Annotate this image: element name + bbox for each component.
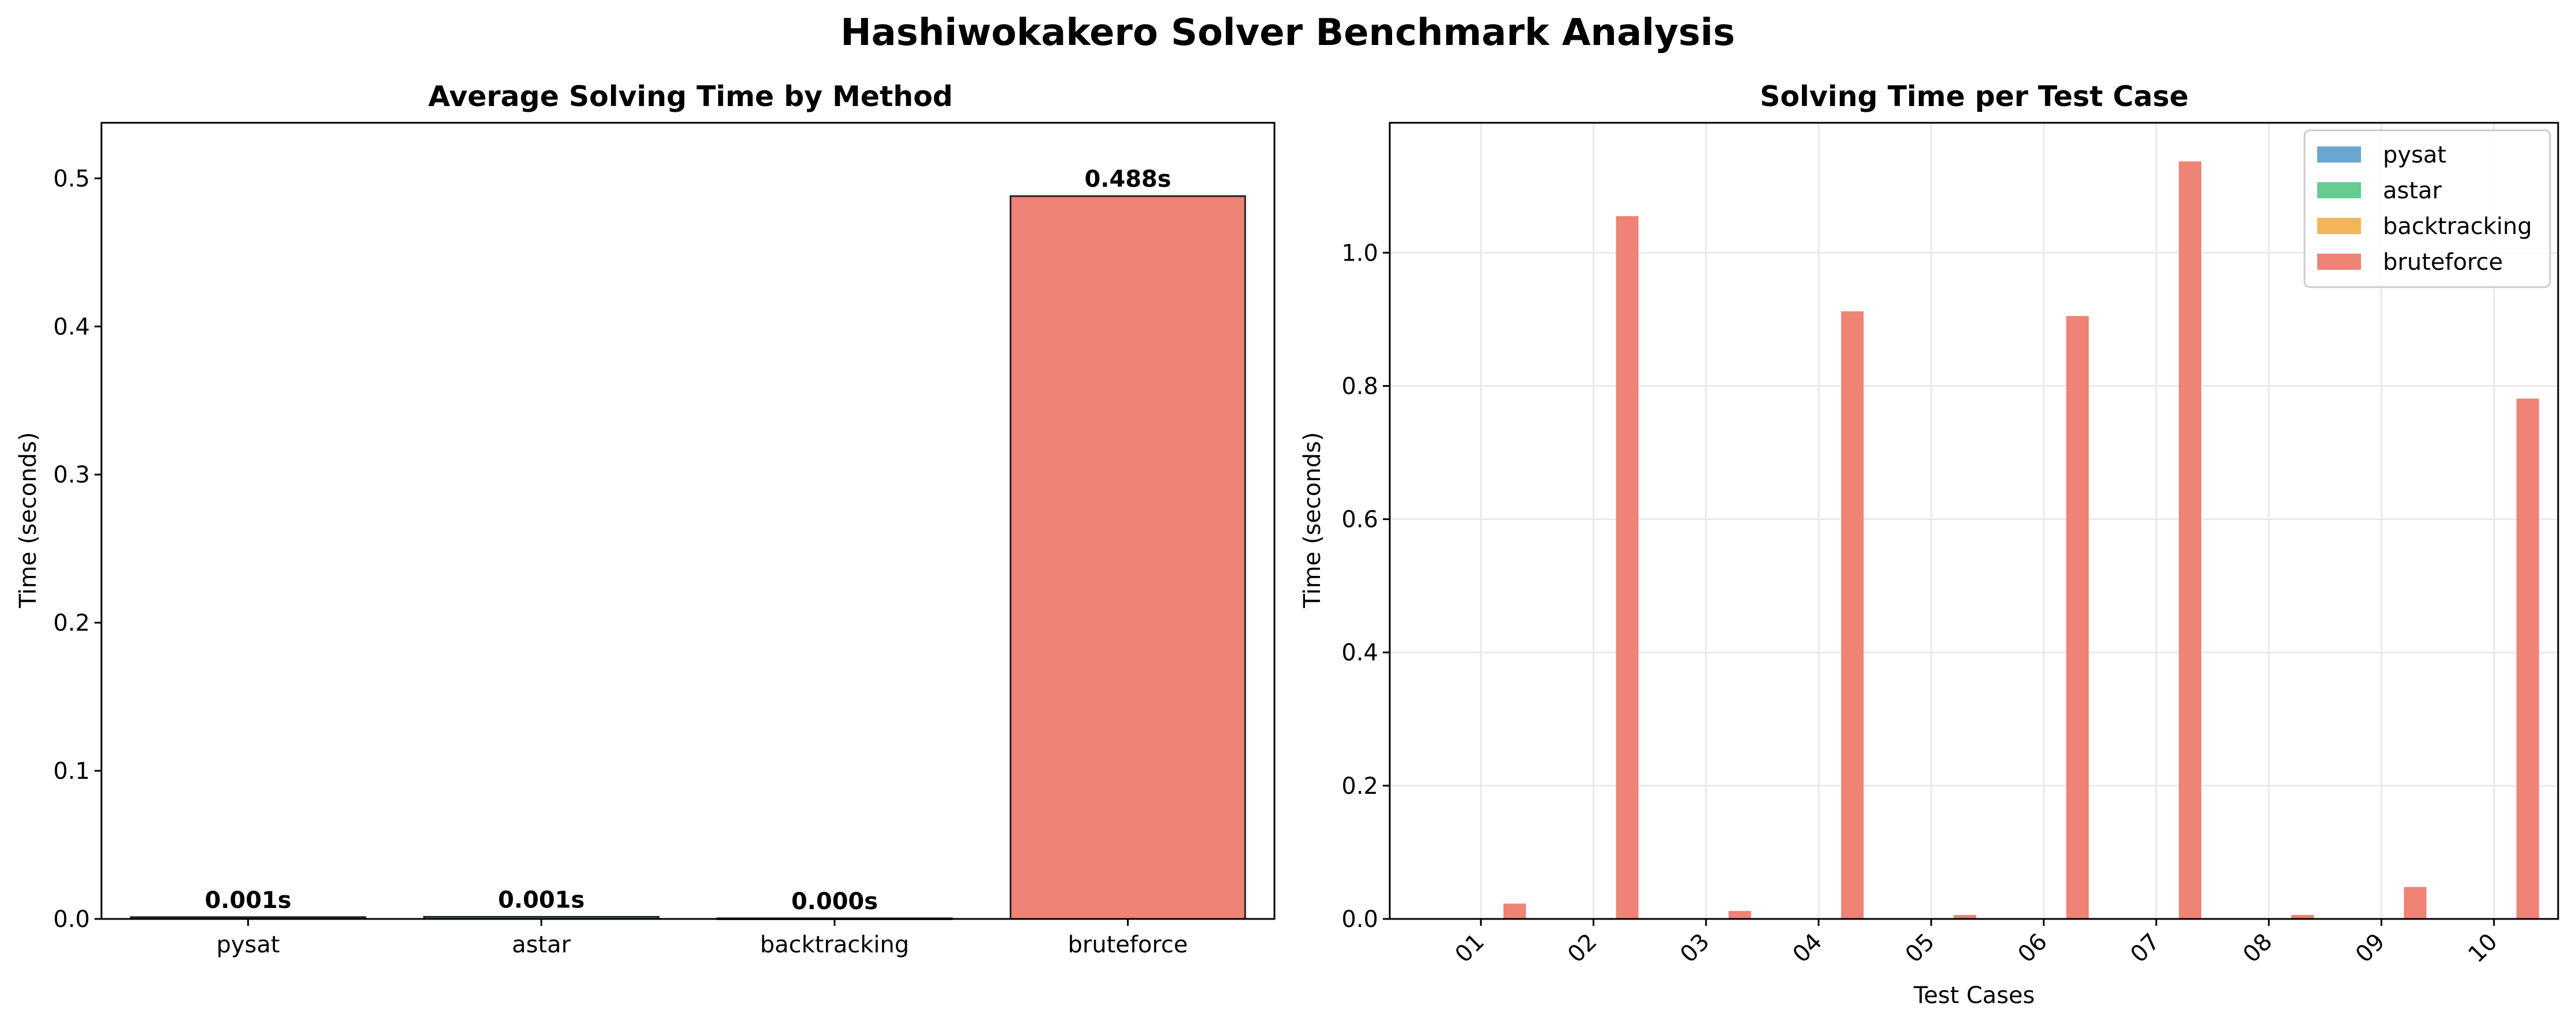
- legend-swatch-backtracking: [2317, 218, 2361, 234]
- chart2-ytick-label: 0.8: [1341, 373, 1378, 400]
- chart1-xtick-label-bruteforce: bruteforce: [1068, 932, 1188, 958]
- chart2-title: Solving Time per Test Case: [1760, 80, 2189, 113]
- bar-bruteforce-01: [1503, 903, 1526, 919]
- legend-label-backtracking: backtracking: [2383, 213, 2532, 240]
- chart2-ytick-label: 0.0: [1341, 906, 1378, 933]
- chart1-ytick-label: 0.5: [53, 165, 90, 192]
- bar-bruteforce-06: [2066, 316, 2089, 919]
- chart1-ytick-label: 0.1: [53, 758, 90, 785]
- legend-swatch-bruteforce: [2317, 254, 2361, 270]
- chart2-plot-frame: [1389, 122, 2559, 920]
- chart2-bars: [1436, 161, 2539, 920]
- chart1-title: Average Solving Time by Method: [428, 80, 953, 113]
- chart1-data-labels: 0.001s 0.001s 0.000s 0.488s: [205, 166, 1171, 915]
- legend-swatch-pysat: [2317, 146, 2361, 163]
- average-time-chart: Average Solving Time by Method Time (sec…: [15, 80, 1276, 958]
- bar-bruteforce-05: [1953, 915, 1977, 919]
- chart1-xtick-label-astar: astar: [512, 932, 571, 958]
- chart1-ytick-label: 0.3: [53, 462, 90, 488]
- bar-bruteforce-04: [1841, 311, 1864, 919]
- legend-label-astar: astar: [2383, 178, 2442, 204]
- chart1-plot-frame: [100, 122, 1276, 920]
- chart2-legend: pysat astar backtracking bruteforce: [2303, 129, 2551, 288]
- bar-bruteforce: [1009, 195, 1246, 920]
- bar-bruteforce-08: [2291, 915, 2314, 919]
- legend-label-bruteforce: bruteforce: [2383, 249, 2503, 276]
- chart1-ytick-label: 0.0: [53, 906, 90, 933]
- data-label-pysat: 0.001s: [205, 887, 291, 914]
- chart2-ytick-label: 0.4: [1341, 640, 1378, 666]
- legend-label-pysat: pysat: [2383, 142, 2446, 168]
- bar-bruteforce-10: [2516, 398, 2539, 919]
- chart1-xtick-label-pysat: pysat: [216, 932, 280, 958]
- data-label-bruteforce: 0.488s: [1084, 166, 1171, 193]
- legend-frame: [2303, 129, 2551, 288]
- bar-bruteforce-07: [2178, 161, 2201, 920]
- chart2-ylabel: Time (seconds): [1299, 432, 1326, 608]
- chart1-xtick-label-backtracking: backtracking: [760, 932, 910, 958]
- figure-title: Hashiwokakero Solver Benchmark Analysis: [840, 12, 1735, 54]
- data-label-backtracking: 0.000s: [791, 888, 878, 915]
- chart2-ytick-label: 0.6: [1341, 507, 1378, 533]
- chart2-y-ticks: 0.0 0.2 0.4 0.6 0.8 1.0: [1341, 240, 1390, 933]
- bar-bruteforce-09: [2404, 887, 2427, 919]
- data-label-astar: 0.001s: [498, 887, 584, 913]
- chart1-ytick-label: 0.4: [53, 314, 90, 340]
- chart1-ylabel: Time (seconds): [15, 432, 42, 608]
- chart1-x-ticks: pysat astar backtracking bruteforce: [216, 919, 1188, 958]
- chart1-ytick-label: 0.2: [53, 610, 90, 636]
- chart2-xlabel: Test Cases: [1913, 982, 2035, 1009]
- chart2-ytick-label: 1.0: [1341, 240, 1378, 266]
- chart2-ytick-label: 0.2: [1341, 773, 1378, 800]
- legend-swatch-astar: [2317, 182, 2361, 198]
- bar-bruteforce-02: [1616, 216, 1639, 920]
- chart1-y-ticks: 0.0 0.1 0.2 0.3 0.4 0.5: [53, 165, 101, 933]
- chart1-bars: [130, 195, 1246, 920]
- bar-bruteforce-03: [1728, 911, 1751, 919]
